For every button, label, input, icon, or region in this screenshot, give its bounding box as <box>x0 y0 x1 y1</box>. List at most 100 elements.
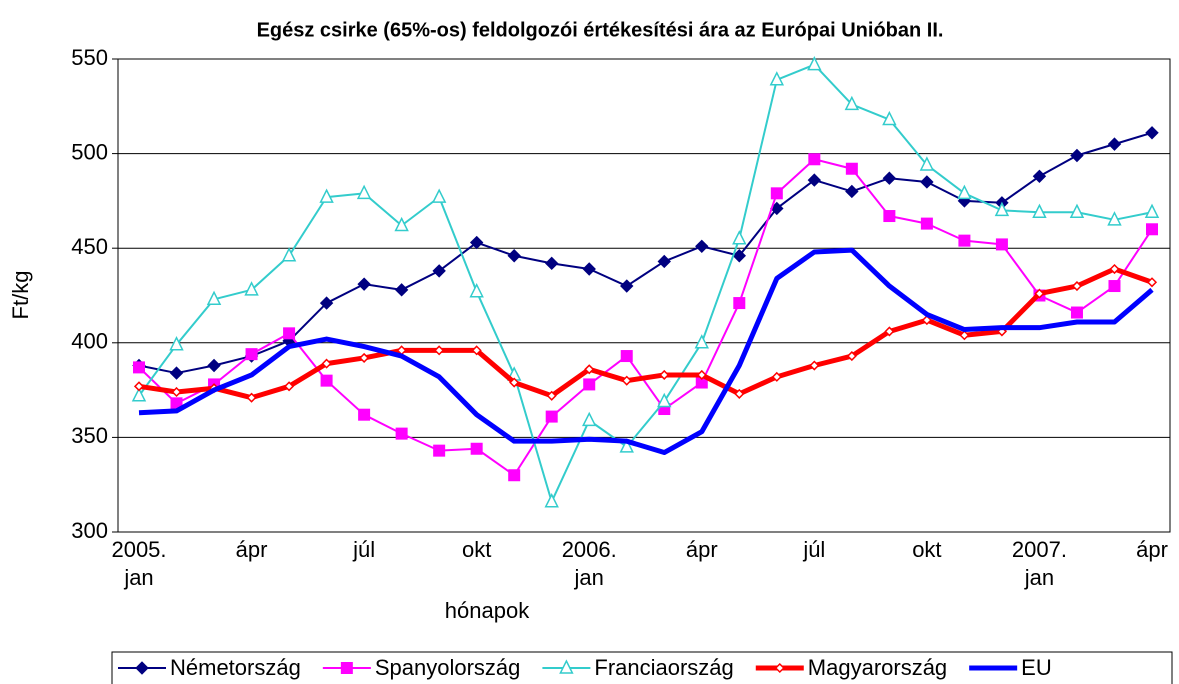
data-point <box>1145 126 1159 140</box>
data-point <box>582 411 597 427</box>
data-point <box>281 247 297 262</box>
series-line <box>138 247 1154 456</box>
data-point <box>1109 263 1120 275</box>
y-tick-label: 400 <box>71 329 108 354</box>
data-point <box>959 330 970 341</box>
data-point <box>1034 288 1045 299</box>
data-point <box>394 216 409 232</box>
data-point <box>546 390 557 401</box>
data-point <box>882 110 897 126</box>
data-point <box>357 277 371 291</box>
y-tick-label: 300 <box>71 518 108 543</box>
data-point <box>133 381 145 392</box>
data-point <box>620 279 634 293</box>
data-point <box>619 438 634 453</box>
data-point <box>846 350 857 362</box>
data-point <box>319 296 334 310</box>
x-axis-label: hónapok <box>445 598 530 623</box>
data-point <box>807 173 822 187</box>
data-point <box>169 336 184 351</box>
data-point <box>621 375 632 386</box>
data-point <box>582 262 596 276</box>
data-point <box>957 184 972 200</box>
x-tick-label: okt <box>912 537 942 562</box>
legend-marker <box>774 662 785 674</box>
legend-label: Franciaország <box>594 655 733 680</box>
data-point <box>171 386 182 398</box>
data-point <box>732 249 747 263</box>
data-point <box>1108 280 1121 293</box>
data-point <box>1070 306 1083 319</box>
data-point <box>131 387 147 402</box>
data-point <box>358 408 371 421</box>
data-point <box>433 444 446 457</box>
data-point <box>808 153 821 166</box>
x-tick-label: 2005. jan <box>111 537 167 590</box>
x-tick-label: júl <box>803 537 826 562</box>
data-point <box>584 364 595 375</box>
x-tick-label: 2006. jan <box>561 537 617 590</box>
data-point <box>920 175 934 189</box>
data-point <box>733 297 746 310</box>
data-point <box>507 249 521 263</box>
data-point <box>958 234 971 247</box>
data-point <box>133 361 145 374</box>
data-point <box>883 210 896 223</box>
data-point <box>284 381 295 392</box>
data-point <box>471 345 482 356</box>
y-tick-label: 350 <box>71 423 108 448</box>
data-point <box>356 184 372 200</box>
data-point <box>583 378 596 391</box>
data-point <box>1032 203 1047 219</box>
data-point <box>657 392 672 408</box>
data-point <box>246 392 257 403</box>
data-point <box>920 217 933 230</box>
legend-marker <box>340 662 353 674</box>
data-point <box>509 377 520 388</box>
data-point <box>395 427 408 440</box>
data-point <box>1071 280 1083 292</box>
data-point <box>695 239 709 254</box>
data-point <box>695 376 708 389</box>
data-point <box>659 369 670 381</box>
data-point <box>732 230 747 245</box>
y-tick-label: 500 <box>71 139 108 164</box>
data-point <box>544 493 559 508</box>
legend-marker <box>559 659 574 674</box>
data-point <box>1146 277 1158 288</box>
data-point <box>169 366 184 380</box>
data-point <box>882 171 897 185</box>
data-point <box>207 358 221 373</box>
plot-area <box>117 58 1171 533</box>
series-line <box>138 266 1153 401</box>
data-point <box>809 360 820 371</box>
data-point <box>995 238 1008 251</box>
data-point <box>319 188 334 203</box>
data-point <box>770 187 783 200</box>
y-tick-label: 550 <box>71 45 108 70</box>
data-point <box>394 283 409 297</box>
data-point <box>620 350 633 363</box>
series-line <box>138 158 1153 477</box>
legend-marker <box>135 661 149 675</box>
data-point <box>994 201 1010 217</box>
data-point <box>320 374 333 387</box>
data-point <box>1144 203 1160 219</box>
data-point <box>807 55 822 71</box>
data-point <box>1032 169 1047 184</box>
data-point <box>431 188 447 203</box>
data-point <box>657 254 671 269</box>
data-point <box>1070 148 1084 163</box>
data-point <box>206 290 222 306</box>
data-point <box>432 264 446 278</box>
data-point <box>321 358 332 369</box>
data-point <box>545 410 558 423</box>
data-point <box>245 348 258 361</box>
data-point <box>1107 137 1122 151</box>
data-point <box>508 469 521 482</box>
legend-label: EU <box>1021 655 1052 680</box>
x-tick-label: ápr <box>235 537 268 562</box>
data-point <box>696 369 707 381</box>
